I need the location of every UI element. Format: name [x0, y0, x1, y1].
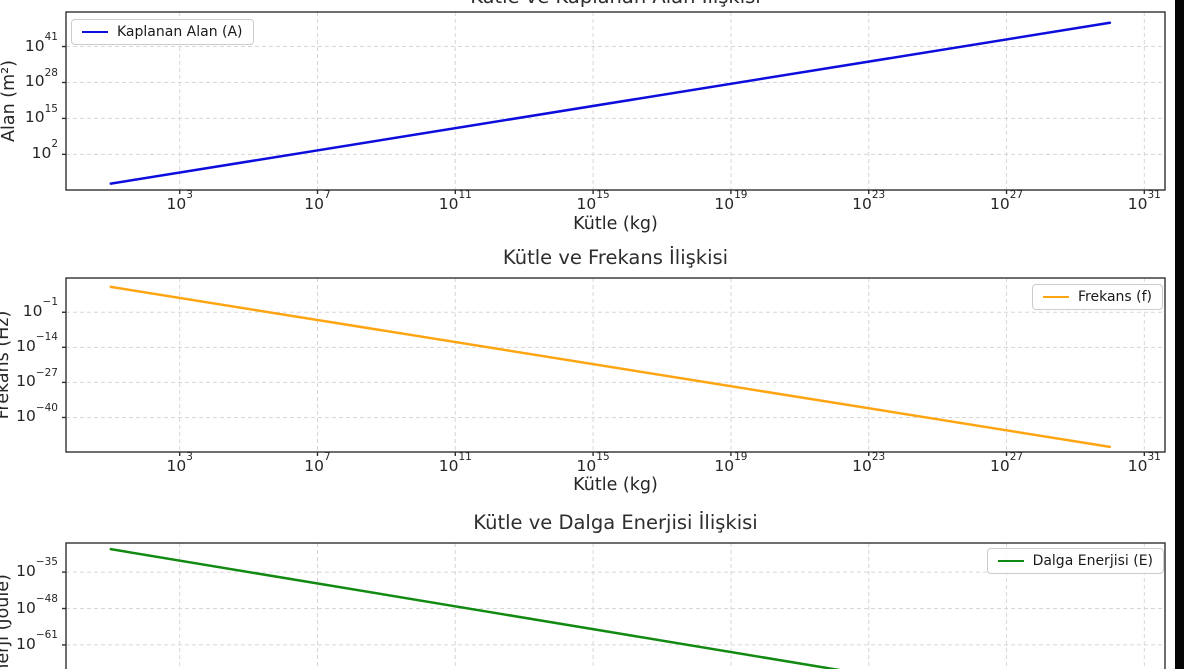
subplot2-legend: Frekans (f) [1031, 284, 1163, 310]
x-tick-label: 1031 [1127, 189, 1161, 213]
subplot3-legend: Dalga Enerjisi (E) [986, 548, 1164, 574]
x-tick-label: 1011 [438, 189, 472, 213]
legend-line-sample [82, 31, 108, 33]
x-tick-label: 1011 [438, 451, 472, 475]
x-tick-label: 1019 [714, 451, 748, 475]
x-tick-label: 1019 [714, 189, 748, 213]
y-tick-label: 10−40 [16, 401, 58, 426]
y-tick-label: 10−61 [16, 629, 58, 653]
legend-label: Dalga Enerjisi (E) [1032, 553, 1153, 569]
x-tick-label: 1023 [852, 189, 886, 213]
x-tick-label: 1015 [576, 451, 610, 475]
x-tick-label: 1027 [989, 189, 1024, 213]
y-tick-label: 10−35 [16, 556, 58, 581]
x-tick-label: 1027 [989, 451, 1024, 475]
x-tick-label: 107 [304, 451, 331, 475]
y-tick-label: 10−1 [22, 296, 58, 321]
x-tick-label: 1031 [1127, 451, 1161, 475]
y-tick-label: 1041 [24, 30, 58, 55]
x-tick-label: 1015 [576, 189, 610, 213]
subplot1-legend: Kaplanan Alan (A) [71, 19, 254, 45]
x-tick-label: 103 [166, 189, 193, 213]
x-tick-label: 1023 [852, 451, 886, 475]
subplot2-xlabel: Kütle (kg) [573, 475, 658, 495]
subplot1-title: Kütle ve Kaplanan Alan İlişkisi [66, 0, 1165, 10]
y-tick-label: 1015 [24, 102, 58, 127]
legend-label: Kaplanan Alan (A) [117, 24, 243, 40]
y-tick-label: 10−48 [16, 592, 58, 617]
x-tick-label: 107 [304, 189, 331, 213]
subplot3-title: Kütle ve Dalga Enerjisi İlişkisi [473, 511, 758, 534]
screen-edge-strip [1175, 0, 1184, 669]
legend-line-sample [997, 560, 1024, 562]
subplot2-title: Kütle ve Frekans İlişkisi [502, 246, 729, 269]
legend-label: Frekans (f) [1077, 289, 1152, 305]
subplot1-xlabel: Kütle (kg) [573, 214, 658, 234]
x-tick-label: 103 [166, 451, 193, 475]
y-tick-label: 10−14 [16, 331, 58, 356]
y-tick-label: 10−27 [16, 366, 58, 391]
legend-line-sample [1042, 296, 1069, 298]
y-tick-label: 102 [31, 138, 58, 163]
y-tick-label: 1028 [24, 66, 58, 91]
